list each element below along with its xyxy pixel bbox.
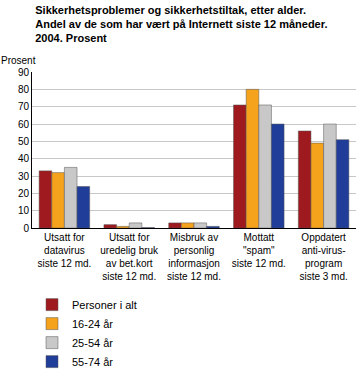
svg-text:80: 80 [18, 84, 30, 95]
svg-text:30: 30 [18, 171, 30, 182]
svg-text:50: 50 [18, 136, 30, 147]
svg-text:20: 20 [18, 188, 30, 199]
svg-text:10: 10 [18, 205, 30, 216]
svg-text:Oppdatertanti-virus-programsis: Oppdatertanti-virus-programsiste 3 md. [299, 232, 347, 282]
svg-text:0: 0 [23, 223, 29, 234]
svg-text:16-24 år: 16-24 år [72, 318, 113, 330]
svg-text:Misbruk avpersonliginformasjon: Misbruk avpersonliginformasjonsiste 12 m… [167, 232, 221, 282]
svg-text:Personer i alt: Personer i alt [72, 299, 137, 311]
svg-text:Mottatt"spam"siste 12 md.: Mottatt"spam"siste 12 md. [232, 232, 286, 269]
svg-text:55-74 år: 55-74 år [72, 356, 113, 368]
svg-text:70: 70 [18, 101, 30, 112]
svg-text:90: 90 [18, 67, 30, 78]
svg-text:Prosent: Prosent [1, 55, 36, 66]
svg-text:Sikkerhetsproblemer og sikkerh: Sikkerhetsproblemer og sikkerhetstiltak,… [35, 4, 327, 45]
svg-text:60: 60 [18, 119, 30, 130]
svg-text:40: 40 [18, 153, 30, 164]
svg-text:Utsatt foruredelig brukav bet.: Utsatt foruredelig brukav bet.kortsiste … [100, 232, 159, 282]
svg-text:Utsatt fordatavirussiste 12 md: Utsatt fordatavirussiste 12 md. [37, 232, 91, 269]
svg-text:25-54 år: 25-54 år [72, 337, 113, 349]
